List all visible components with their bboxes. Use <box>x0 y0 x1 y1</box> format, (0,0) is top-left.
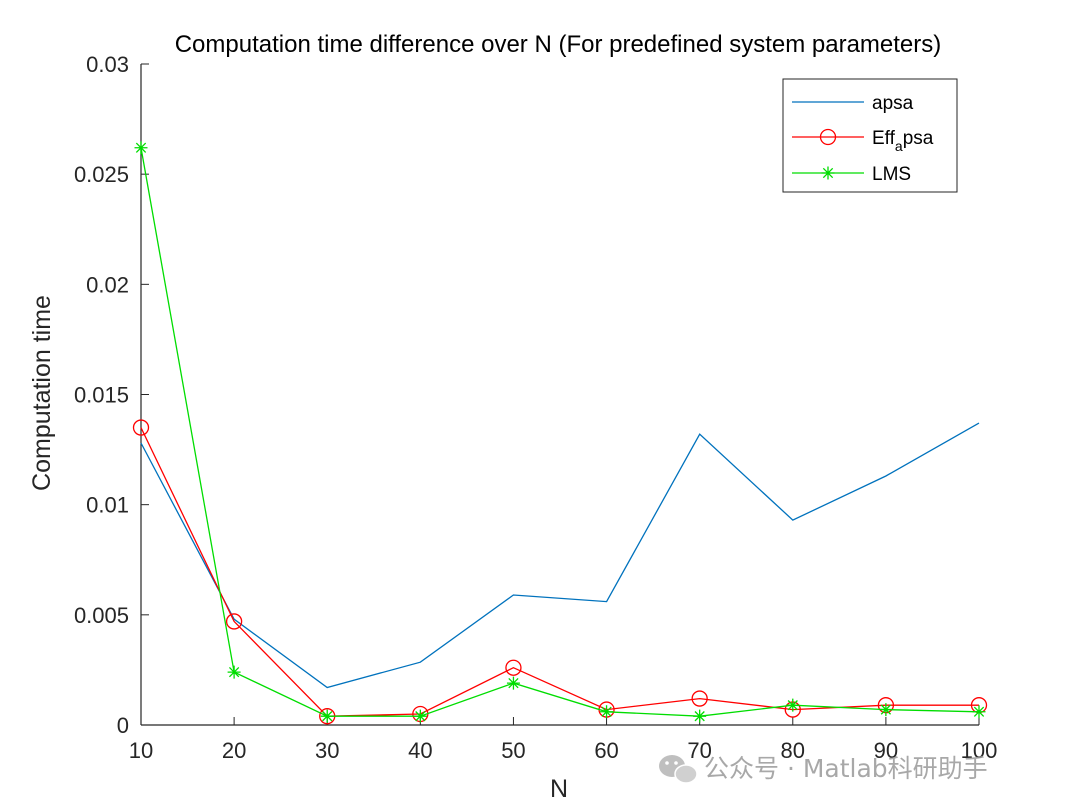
data-point <box>600 705 614 719</box>
data-point <box>691 690 708 707</box>
wechat-icon <box>659 755 698 784</box>
y-tick-label: 0.01 <box>86 493 129 518</box>
legend-label-effapsa-sub: a <box>895 138 903 154</box>
x-tick-label: 60 <box>594 738 618 763</box>
y-tick-label: 0.02 <box>86 272 129 297</box>
legend-star-shape <box>821 166 835 180</box>
data-point <box>225 613 243 630</box>
legend-label-effapsa: Effapsa <box>872 128 934 154</box>
legend: apsa Effapsa LMS <box>782 78 958 193</box>
x-tick-label: 90 <box>874 738 898 763</box>
legend-label-lms: LMS <box>872 164 911 185</box>
data-point <box>786 698 800 712</box>
series-line <box>140 422 980 689</box>
y-tick-label: 0 <box>117 713 129 738</box>
chart-title: Computation time difference over N (For … <box>175 31 942 58</box>
data-point <box>972 705 986 719</box>
y-tick-label: 0.03 <box>86 52 129 77</box>
series-1 <box>140 422 980 689</box>
x-tick-label: 20 <box>222 738 246 763</box>
x-tick-label: 10 <box>129 738 153 763</box>
data-point <box>693 709 707 723</box>
y-ticks: 0 0.005 0.01 0.015 0.02 0.025 0.03 <box>74 52 149 738</box>
x-tick-label: 40 <box>408 738 432 763</box>
data-point <box>320 709 334 723</box>
data-point <box>132 419 150 436</box>
x-axis-label: N <box>550 775 568 803</box>
series-layer <box>132 141 988 725</box>
data-point <box>505 659 522 676</box>
legend-marker-effapsa <box>819 128 837 146</box>
data-point <box>227 665 241 679</box>
y-tick-label: 0.015 <box>74 383 129 408</box>
x-tick-label: 30 <box>315 738 339 763</box>
data-point <box>413 709 427 723</box>
legend-label-effapsa-suffix: psa <box>903 128 934 149</box>
x-tick-label: 50 <box>501 738 525 763</box>
x-ticks: 10 20 30 40 50 60 70 80 90 100 <box>129 717 998 763</box>
watermark-text: 公众号 · Matlab科研助手 <box>704 754 988 783</box>
data-point <box>506 676 520 690</box>
legend-marker-lms <box>821 166 835 180</box>
x-tick-label: 100 <box>961 738 998 763</box>
series-3 <box>134 141 986 723</box>
x-tick-label: 80 <box>781 738 805 763</box>
data-point <box>134 141 148 155</box>
x-tick-label: 70 <box>687 738 711 763</box>
series-line <box>140 147 980 717</box>
legend-label-apsa: apsa <box>872 93 914 114</box>
y-tick-label: 0.025 <box>74 162 129 187</box>
legend-label-effapsa-main: Eff <box>872 128 896 149</box>
data-point <box>879 703 893 717</box>
y-axis-label: Computation time <box>28 295 56 491</box>
y-tick-label: 0.005 <box>74 603 129 628</box>
watermark: 公众号 · Matlab科研助手 <box>659 754 988 784</box>
